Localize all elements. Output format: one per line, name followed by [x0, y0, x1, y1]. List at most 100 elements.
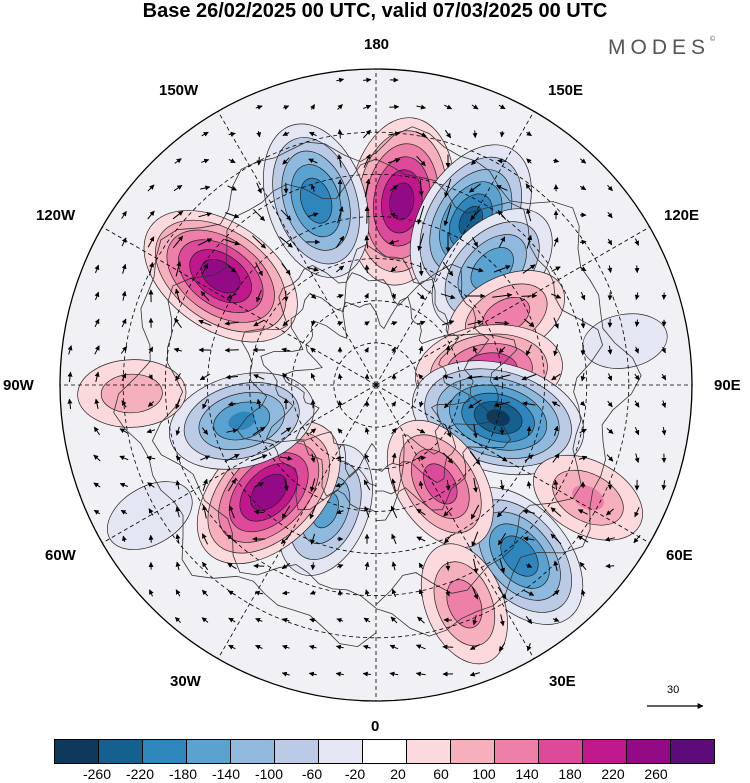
wind-arrow: [525, 563, 533, 568]
wind-arrow: [310, 372, 316, 381]
colorbar-swatch: [406, 740, 450, 763]
colorbar-tick-label: 20: [390, 766, 406, 782]
wind-arrow: [336, 618, 344, 623]
wind-arrow: [309, 505, 317, 520]
wind-arrow: [255, 644, 263, 650]
wind-arrow: [468, 399, 482, 409]
wind-arrow: [337, 129, 343, 139]
wind-arrow: [119, 482, 128, 488]
wind-arrow: [418, 262, 424, 277]
wind-arrow: [363, 617, 371, 623]
wind-arrow: [146, 455, 156, 461]
wind-arrow: [416, 455, 426, 461]
wind-arrow: [416, 320, 426, 326]
wind-arrow: [526, 426, 532, 436]
wind-arrow: [119, 455, 129, 461]
wind-arrow: [661, 400, 667, 408]
wind-arrow: [499, 427, 505, 436]
colorbar-swatch: [186, 740, 230, 763]
wind-arrow: [201, 617, 209, 623]
wind-arrow: [256, 130, 262, 138]
wind-arrow: [417, 205, 425, 225]
wind-arrow: [120, 509, 128, 515]
wind-arrow: [174, 616, 182, 624]
modes-logo: MODES©: [608, 36, 715, 60]
wind-arrow: [175, 261, 182, 277]
wind-arrow: [94, 371, 100, 383]
wind-arrow: [442, 644, 454, 650]
wind-arrow: [121, 290, 127, 301]
wind-arrow: [280, 533, 292, 545]
wind-arrow: [227, 562, 237, 570]
meridian-line: [102, 226, 377, 386]
wind-arrow: [604, 536, 615, 542]
wind-arrow: [364, 589, 370, 597]
wind-arrow: [202, 505, 208, 519]
wind-arrow: [471, 104, 479, 110]
lon-label-60w: 60W: [45, 547, 76, 564]
wind-arrow: [364, 427, 370, 435]
wind-arrow: [93, 482, 101, 488]
wind-arrow: [415, 644, 426, 650]
wind-arrow: [146, 428, 156, 434]
wind-arrow: [418, 345, 424, 354]
wind-arrow: [197, 238, 213, 246]
wind-arrow: [553, 425, 559, 436]
wind-arrow: [391, 533, 397, 545]
wind-arrow: [634, 400, 640, 408]
wind-arrow: [498, 642, 506, 652]
map-boundary: [59, 68, 693, 702]
wind-arrow: [391, 427, 397, 435]
wind-arrow: [200, 455, 211, 461]
wind-arrow: [337, 104, 343, 110]
wind-arrow: [553, 317, 559, 329]
wind-arrow: [416, 155, 426, 167]
wind-arrow: [309, 590, 316, 595]
wind-arrow: [526, 208, 532, 222]
wind-arrow: [200, 185, 211, 191]
wind-arrow: [526, 643, 532, 652]
wind-arrow: [442, 374, 454, 380]
wind-arrow: [417, 292, 425, 300]
wind-arrow: [494, 320, 510, 326]
colorbar-swatch: [582, 740, 626, 763]
wind-arrow: [499, 131, 505, 138]
wind-arrow: [498, 346, 506, 354]
meridian-line: [102, 384, 377, 544]
wind-arrow: [634, 453, 640, 463]
wind-arrow: [550, 533, 562, 545]
wind-arrow: [417, 233, 424, 252]
wind-arrow: [67, 345, 73, 355]
wind-arrow: [253, 374, 265, 380]
anomaly-contour: [258, 482, 279, 503]
wind-arrow: [283, 290, 289, 302]
wind-arrow: [523, 590, 535, 596]
wind-arrow: [605, 563, 615, 569]
wind-arrow: [497, 586, 507, 600]
wind-arrow: [309, 644, 317, 650]
wind-arrow: [198, 211, 212, 218]
wind-arrow: [469, 451, 481, 466]
lon-label-90w: 90W: [3, 377, 34, 394]
wind-arrow: [526, 234, 533, 249]
wind-arrow: [579, 185, 587, 191]
wind-arrow: [553, 237, 559, 247]
wind-arrow: [281, 671, 290, 677]
wind-arrow: [175, 426, 181, 436]
wind-arrow: [580, 344, 586, 356]
meridian-line: [217, 384, 377, 659]
anomaly-contour: [480, 257, 504, 281]
wind-arrow: [201, 427, 209, 435]
anomaly-contour: [209, 266, 232, 286]
wind-arrow: [497, 158, 507, 164]
colorbar-swatch: [318, 740, 362, 763]
lon-label-60e: 60E: [666, 547, 693, 564]
wind-arrow: [390, 505, 398, 519]
wind-arrow: [337, 206, 344, 224]
wind-arrow: [472, 130, 478, 139]
wind-arrow: [472, 424, 478, 439]
wind-arrow: [310, 533, 316, 545]
wind-arrow: [442, 452, 454, 464]
wind-arrow: [578, 455, 588, 461]
wind-arrow: [282, 590, 290, 596]
